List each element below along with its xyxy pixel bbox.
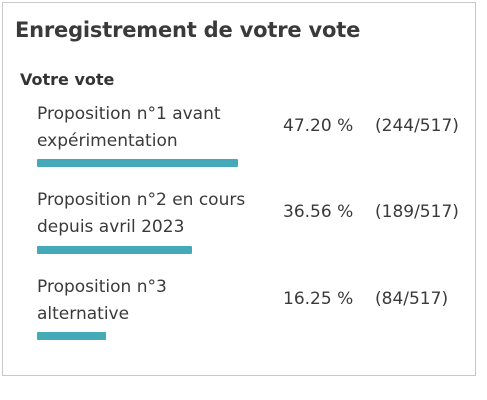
option-bar-fill	[37, 246, 193, 254]
option-bar-track	[37, 159, 462, 167]
option-count: (244/517)	[375, 116, 459, 136]
option-bar-track	[37, 332, 462, 340]
vote-option-3: Proposition n°3 alternative 16.25 % (84/…	[3, 274, 475, 364]
option-count: (189/517)	[375, 202, 459, 222]
vote-option-1: Proposition n°1 avant expérimentation 47…	[3, 101, 475, 191]
section-title: Votre vote	[20, 70, 115, 89]
panel-title: Enregistrement de votre vote	[15, 18, 361, 42]
option-bar-fill	[37, 159, 238, 167]
option-bar-track	[37, 246, 462, 254]
vote-results-panel: Enregistrement de votre vote Votre vote …	[2, 2, 476, 376]
option-label: Proposition n°2 en cours depuis avril 20…	[37, 190, 246, 237]
option-percent: 47.20 %	[283, 116, 354, 136]
option-count: (84/517)	[375, 289, 449, 309]
option-label: Proposition n°1 avant expérimentation	[37, 104, 221, 151]
option-percent: 36.56 %	[283, 202, 354, 222]
option-percent: 16.25 %	[283, 289, 354, 309]
vote-option-2: Proposition n°2 en cours depuis avril 20…	[3, 187, 475, 277]
option-label: Proposition n°3 alternative	[37, 277, 167, 324]
option-bar-fill	[37, 332, 107, 340]
